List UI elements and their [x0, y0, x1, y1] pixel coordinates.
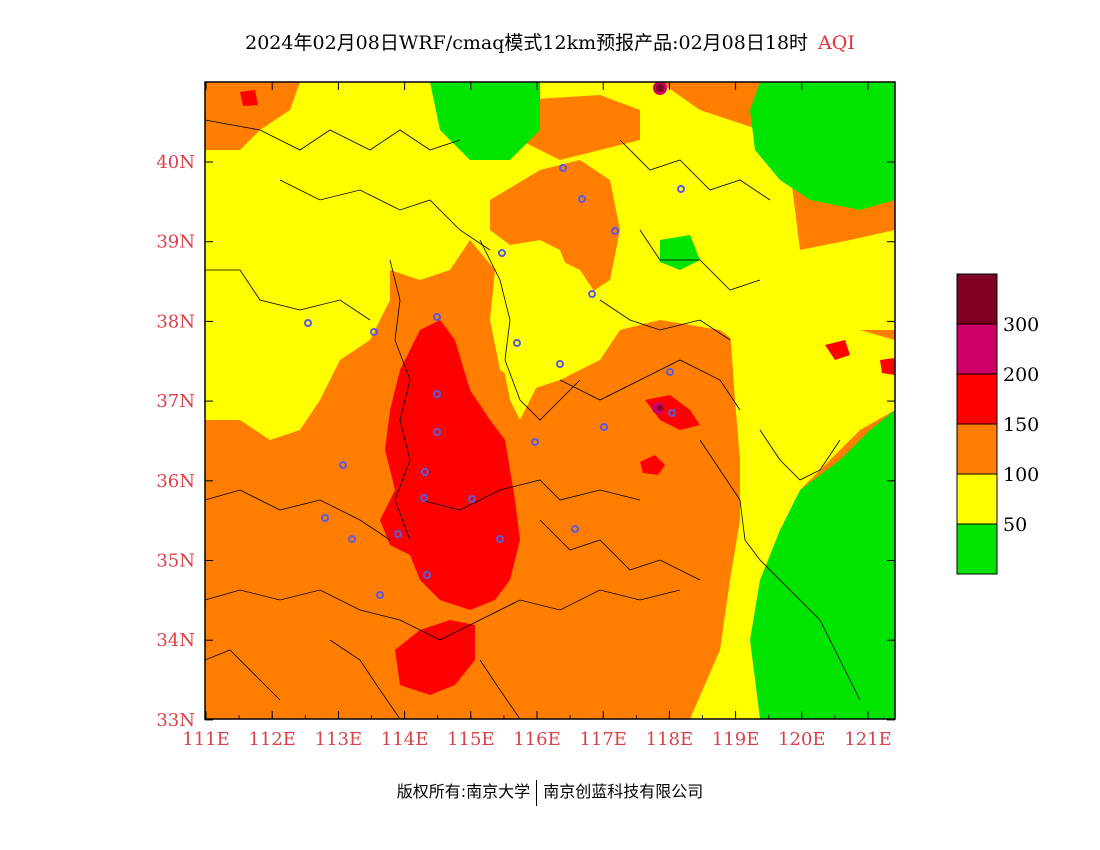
city-marker — [304, 319, 312, 327]
lon-label-117E: 117E — [579, 729, 627, 750]
aqi-zone-green-small — [660, 235, 700, 270]
city-marker — [559, 164, 567, 172]
map-title: 2024年02月08日WRF/cmaq模式12km预报产品:02月08日18时 A… — [0, 28, 1100, 55]
legend-swatch-0 — [956, 523, 998, 575]
latitude-labels: 40N 39N 38N 37N 36N 35N 34N 33N — [156, 152, 195, 731]
legend-label-300: 300 — [1003, 314, 1039, 336]
legend-swatch-5 — [956, 273, 998, 325]
aqi-zone-orange-north2 — [490, 160, 620, 300]
aqi-zone-red-core — [380, 320, 520, 610]
aqi-zone-green-northeast — [750, 82, 895, 210]
aqi-field — [205, 82, 895, 719]
city-marker — [339, 461, 347, 469]
city-marker — [370, 328, 378, 336]
lat-label-40N: 40N — [156, 152, 195, 173]
city-marker — [578, 195, 586, 203]
city-marker — [433, 313, 441, 321]
lon-label-113E: 113E — [315, 729, 363, 750]
city-marker — [496, 535, 504, 543]
legend-label-100: 100 — [1003, 464, 1039, 486]
aqi-zone-red-small3 — [825, 340, 850, 360]
aqi-legend: 50 100 150 200 300 — [956, 273, 1039, 575]
aqi-hotspot-maroon1 — [657, 405, 663, 411]
legend-label-150: 150 — [1003, 414, 1039, 436]
aqi-zone-green-east — [750, 410, 895, 719]
lon-label-112E: 112E — [248, 729, 296, 750]
legend-swatch-1 — [956, 473, 998, 525]
city-markers — [304, 164, 685, 599]
legend-swatch-2 — [956, 423, 998, 475]
city-marker — [433, 390, 441, 398]
city-marker — [423, 571, 431, 579]
title-main: 2024年02月08日WRF/cmaq模式12km预报产品:02月08日18时 — [245, 32, 809, 54]
city-marker — [376, 591, 384, 599]
aqi-zone-orange-north — [205, 82, 300, 150]
city-marker — [321, 514, 329, 522]
city-marker — [513, 339, 521, 347]
lon-label-120E: 120E — [778, 729, 826, 750]
aqi-zone-yellow-north — [205, 82, 895, 410]
aqi-zone-red-small5 — [240, 90, 258, 106]
legend-swatch-4 — [956, 323, 998, 375]
city-marker — [421, 468, 429, 476]
longitude-labels: 111E 112E 113E 114E 115E 116E 117E 118E 119E 120E… — [182, 729, 892, 750]
city-marker — [668, 409, 676, 417]
legend-label-200: 200 — [1003, 364, 1039, 386]
lat-label-34N: 34N — [156, 630, 195, 651]
legend-swatch-3 — [956, 373, 998, 425]
city-marker — [420, 494, 428, 502]
lon-label-114E: 114E — [381, 729, 429, 750]
lat-label-37N: 37N — [156, 391, 195, 412]
copyright-left: 版权所有:南京大学 — [396, 782, 531, 801]
city-marker — [571, 525, 579, 533]
city-marker — [498, 249, 506, 257]
city-marker — [433, 428, 441, 436]
lon-label-118E: 118E — [646, 729, 694, 750]
lat-label-35N: 35N — [156, 551, 195, 572]
city-marker — [468, 495, 476, 503]
city-marker — [611, 227, 619, 235]
aqi-hotspot-maroon2 — [656, 84, 664, 92]
aqi-zone-orange-north3 — [520, 95, 640, 160]
lat-label-36N: 36N — [156, 471, 195, 492]
map-frame — [204, 81, 896, 720]
lon-label-121E: 121E — [844, 729, 892, 750]
lon-label-111E: 111E — [182, 729, 230, 750]
city-marker — [666, 368, 674, 376]
city-marker — [531, 438, 539, 446]
lat-label-39N: 39N — [156, 232, 195, 253]
aqi-zone-yellow-east — [690, 320, 895, 719]
legend-label-50: 50 — [1003, 514, 1027, 536]
lat-label-38N: 38N — [156, 311, 195, 332]
city-marker — [600, 423, 608, 431]
aqi-zone-red-small1 — [640, 455, 665, 475]
axis-ticks — [205, 82, 895, 721]
aqi-zone-red-south — [395, 620, 475, 695]
city-marker — [588, 290, 596, 298]
lon-label-115E: 115E — [447, 729, 495, 750]
city-marker — [348, 535, 356, 543]
city-marker — [394, 530, 402, 538]
aqi-zone-red-small4 — [880, 358, 895, 375]
lat-label-33N: 33N — [156, 710, 195, 731]
copyright-footer: 版权所有:南京大学 南京创蓝科技有限公司 — [0, 778, 1100, 806]
city-marker — [556, 360, 564, 368]
lon-label-119E: 119E — [712, 729, 760, 750]
title-variable: AQI — [818, 32, 855, 54]
aqi-zone-yellow-central — [495, 250, 600, 420]
city-marker — [677, 185, 685, 193]
copyright-right: 南京创蓝科技有限公司 — [543, 782, 704, 801]
footer-separator — [536, 779, 538, 806]
lon-label-116E: 116E — [513, 729, 561, 750]
aqi-zone-yellow-west — [205, 210, 390, 440]
province-boundaries — [205, 119, 861, 719]
